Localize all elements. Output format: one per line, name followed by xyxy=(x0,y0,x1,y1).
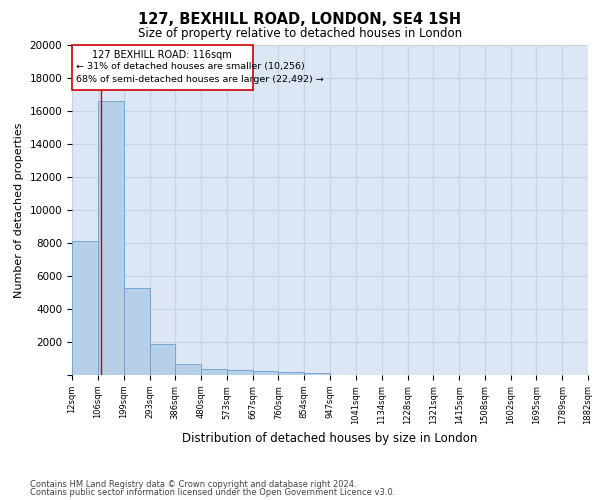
Bar xyxy=(149,344,175,375)
Bar xyxy=(304,373,330,375)
Text: 68% of semi-detached houses are larger (22,492) →: 68% of semi-detached houses are larger (… xyxy=(76,74,324,84)
Bar xyxy=(175,364,201,375)
FancyBboxPatch shape xyxy=(72,45,253,90)
Bar xyxy=(98,101,124,375)
Bar xyxy=(253,372,278,375)
Y-axis label: Number of detached properties: Number of detached properties xyxy=(14,122,24,298)
X-axis label: Distribution of detached houses by size in London: Distribution of detached houses by size … xyxy=(182,432,478,445)
Text: 127, BEXHILL ROAD, LONDON, SE4 1SH: 127, BEXHILL ROAD, LONDON, SE4 1SH xyxy=(139,12,461,28)
Text: 127 BEXHILL ROAD: 116sqm: 127 BEXHILL ROAD: 116sqm xyxy=(92,50,232,60)
Text: Contains HM Land Registry data © Crown copyright and database right 2024.: Contains HM Land Registry data © Crown c… xyxy=(30,480,356,489)
Text: Contains public sector information licensed under the Open Government Licence v3: Contains public sector information licen… xyxy=(30,488,395,497)
Bar xyxy=(278,372,304,375)
Text: ← 31% of detached houses are smaller (10,256): ← 31% of detached houses are smaller (10… xyxy=(76,62,305,70)
Text: Size of property relative to detached houses in London: Size of property relative to detached ho… xyxy=(138,28,462,40)
Bar xyxy=(201,369,227,375)
Bar xyxy=(72,242,98,375)
Bar xyxy=(124,288,149,375)
Bar xyxy=(227,370,253,375)
